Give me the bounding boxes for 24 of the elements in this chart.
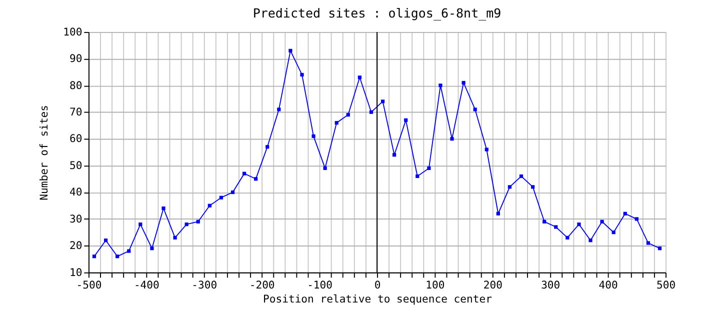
y-axis-title: Number of sites <box>38 104 51 200</box>
y-tick-label: 40 <box>70 186 82 199</box>
y-tick-label: 80 <box>70 80 82 92</box>
x-tick-label: -500 <box>76 279 102 292</box>
x-tick-label: -400 <box>134 279 160 292</box>
x-axis-title: Position relative to sequence center <box>263 294 492 306</box>
x-tick-label: -200 <box>249 279 275 292</box>
chart-title: Predicted sites : oligos_6-8nt_m9 <box>252 6 502 21</box>
x-tick-label: -100 <box>307 279 332 292</box>
x-tick-label: 300 <box>541 279 560 292</box>
x-tick-label: 100 <box>426 279 445 292</box>
x-tick-label: 200 <box>483 279 502 292</box>
y-tick-label: 30 <box>70 213 82 226</box>
x-tick-label: -300 <box>192 279 218 292</box>
x-tick-label: 400 <box>598 279 618 292</box>
y-tick-label: 10 <box>70 266 82 279</box>
y-tick-label: 20 <box>70 240 82 252</box>
y-tick-label: 50 <box>70 160 82 172</box>
x-tick-label: 500 <box>656 279 676 292</box>
y-tick-label: 70 <box>70 106 82 118</box>
y-tick-label: 60 <box>70 133 82 146</box>
y-tick-label: 100 <box>63 26 82 38</box>
x-tick-label: 0 <box>374 279 381 292</box>
y-tick-label: 90 <box>70 53 82 66</box>
